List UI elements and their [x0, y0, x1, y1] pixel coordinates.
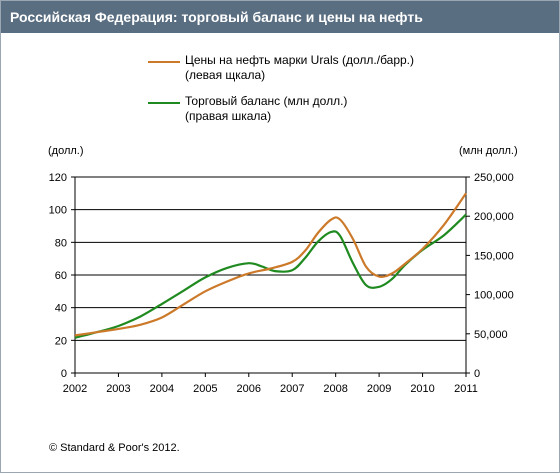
left-tick-label-3: 60 [55, 270, 67, 282]
x-tick-label-5: 2007 [280, 383, 304, 395]
legend-trade-scale: (правая шкала) [185, 109, 272, 123]
series-line-oil-price [74, 192, 467, 337]
series-line-trade-balance [74, 213, 467, 339]
right-tick-label-2: 100,000 [474, 290, 514, 302]
right-tick-label-5: 250,000 [474, 172, 514, 184]
right-tick-label-4: 200,000 [474, 211, 514, 223]
legend-item-trade: Торговый баланс (млн долл.) (правая шкал… [185, 94, 347, 124]
right-tick-label-1: 50,000 [474, 329, 508, 341]
left-tick-label-0: 0 [61, 368, 67, 380]
left-tick-label-2: 40 [55, 303, 67, 315]
left-tick-label-4: 80 [55, 237, 67, 249]
left-axis-unit: (долл.) [48, 145, 84, 157]
x-tick-label-9: 2011 [454, 383, 478, 395]
chart-title: Российская Федерация: торговый баланс и … [1, 1, 559, 33]
left-tick-label-5: 100 [49, 205, 67, 217]
x-tick-label-4: 2006 [237, 383, 261, 395]
x-tick-label-6: 2008 [323, 383, 347, 395]
x-tick-label-8: 2010 [410, 383, 434, 395]
x-tick-label-2: 2004 [150, 383, 174, 395]
legend-oil-label: Цены на нефть марки Urals (долл./барр.) [185, 53, 415, 67]
legend-swatch-trade [148, 102, 180, 104]
right-tick-label-3: 150,000 [474, 250, 514, 262]
legend-trade-label: Торговый баланс (млн долл.) [185, 94, 348, 108]
right-axis-unit: (млн долл.) [459, 145, 518, 157]
legend-item-oil: Цены на нефть марки Urals (долл./барр.) … [185, 53, 414, 83]
left-tick-label-6: 120 [49, 172, 67, 184]
line-chart: 0 20 40 60 80 100 120 0 50,000 100,000 150,000 200,… [49, 172, 514, 395]
right-tick-label-0: 0 [474, 368, 480, 380]
left-tick-label-1: 20 [55, 335, 67, 347]
legend-oil-scale: (левая щкала) [185, 68, 266, 82]
copyright-text: © Standard & Poor's 2012. [49, 442, 180, 454]
x-tick-label-1: 2003 [106, 383, 130, 395]
x-tick-label-0: 2002 [63, 383, 87, 395]
legend-swatch-oil [148, 61, 180, 63]
x-tick-label-3: 2005 [193, 383, 217, 395]
x-tick-label-7: 2009 [367, 383, 391, 395]
